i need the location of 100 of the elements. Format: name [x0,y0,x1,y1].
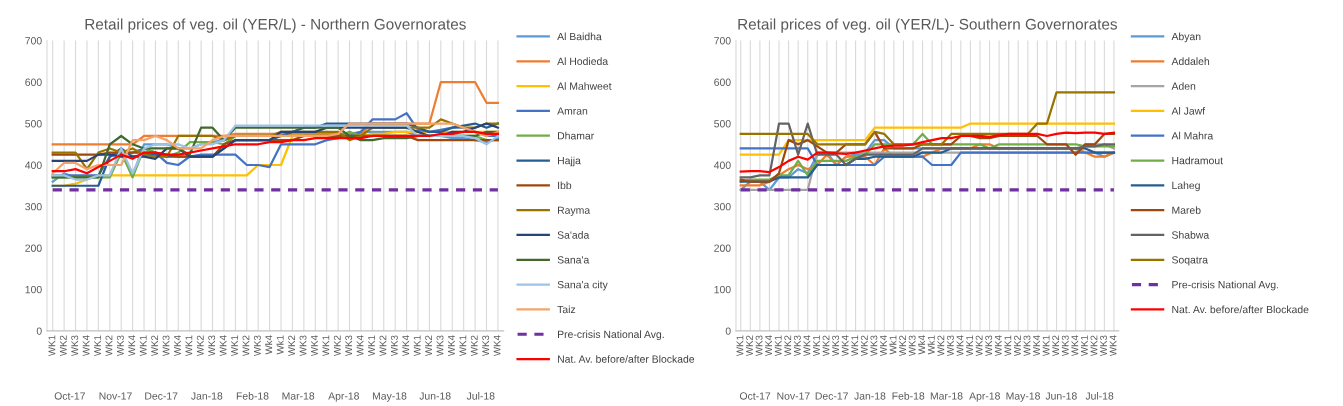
legend-label: Sana'a city [557,280,608,291]
legend-label: Pre-crisis National Avg. [558,330,664,341]
x-tick-label: WK1 [1081,335,1088,357]
legend-label: Al Mahweet [557,82,612,90]
legend-label: Al Hodieda [557,57,609,66]
x-tick-label: WK3 [908,335,916,357]
x-tick-label: WK1 [185,335,193,357]
x-tick-label: WK2 [59,335,67,357]
text: Jul-18 [1085,392,1114,400]
text: Mar-18 [282,392,315,400]
y-tick-label: 400 [25,161,42,169]
x-tick-label: WK2 [379,335,387,357]
x-tick-label: WK4 [1109,335,1117,357]
x-tick-label: WK3 [755,335,763,357]
legend-label: Taiz [557,305,576,314]
x-tick-label: WK2 [1013,335,1021,357]
legend-label: Al Mahra [1171,131,1214,140]
text: Nov-17 [777,392,810,400]
y-tick-label: 300 [714,202,731,211]
x-tick-label: WK2 [196,335,204,357]
x-tick-label: WK1 [94,335,101,357]
legend-label: Nat. Av. before/after Blockade [1172,305,1309,314]
x-tick-label: WK2 [784,335,792,357]
text: Nov-17 [99,392,132,400]
x-tick-label: WK3 [1061,335,1069,357]
x-tick-label: WK1 [459,335,467,357]
text: Jan-18 [191,392,223,400]
x-tick-label: WK3 [1100,335,1107,357]
legend-label: Addaleh [1171,57,1210,66]
x-tick-label: WK1 [231,335,238,357]
x-tick-label: Wk1 [927,335,935,355]
y-tick-label: 0 [725,327,731,335]
text: Dec-17 [145,392,178,400]
x-tick-label: WK2 [899,335,906,357]
legend-label: Al Baidha [557,32,602,41]
x-tick-label: WK4 [82,335,90,357]
x-tick-label: WK3 [985,335,993,357]
legend-label: Laheg [1172,181,1200,192]
x-tick-label: WK4 [841,335,849,357]
x-tick-label: WK3 [71,335,79,357]
x-tick-label: WK3 [116,335,124,357]
y-tick-label: 700 [714,37,731,45]
x-tick-label: WK4 [402,335,410,357]
y-tick-label: 700 [25,37,42,45]
y-tick-label: 0 [36,327,42,335]
x-tick-label: WK2 [822,335,830,357]
text: Jun-18 [419,392,451,400]
x-tick-label: WK2 [746,335,753,357]
x-tick-label: WK4 [880,335,887,357]
x-tick-label: WK1 [966,335,973,357]
x-tick-label: WK1 [774,335,782,357]
x-tick-label: WK2 [105,335,113,357]
x-tick-label: WK2 [937,335,945,357]
y-tick-label: 500 [25,120,42,128]
chart-title: Retail prices of veg. oil (YER/L)- Southern Governorates [738,18,1118,33]
x-tick-label: WK4 [1071,335,1079,357]
x-tick-label: WK4 [219,335,227,357]
x-tick-label: WK3 [208,335,216,357]
x-tick-label: WK3 [793,335,801,357]
x-tick-label: WK2 [1052,335,1060,357]
legend-label: Al Jawf [1171,107,1206,115]
x-tick-label: WK3 [436,335,444,357]
x-tick-label: WK3 [870,335,878,357]
x-tick-label: WK1 [851,335,859,357]
x-tick-label: WK3 [299,335,307,357]
legend-label: Sa'ada [557,231,590,239]
x-tick-label: WK3 [482,335,490,357]
x-tick-label: WK4 [448,335,455,357]
text: Feb-18 [236,392,269,400]
x-tick-label: WK2 [470,335,478,357]
text: Oct-17 [54,392,85,400]
y-tick-label: 600 [714,78,731,86]
x-tick-label: Wk4 [918,335,926,355]
x-tick-label: WK1 [1042,335,1050,357]
legend-label: Nat. Av. before/after Blockade [558,355,695,363]
text: May-18 [1006,392,1040,402]
x-tick-label: WK2 [288,335,295,357]
text: Jan-18 [854,392,886,400]
x-tick-label: WK3 [345,335,353,357]
x-tick-label: WK2 [425,335,432,357]
legend-label: Hadramout [1172,156,1223,165]
x-tick-label: WK4 [174,335,181,357]
y-tick-label: 600 [25,78,42,86]
x-tick-label: Wk4 [265,335,273,355]
x-tick-label: WK2 [333,335,341,357]
y-tick-label: 500 [714,120,731,128]
x-tick-label: WK4 [994,335,1002,357]
x-tick-label: WK3 [946,335,954,357]
text: May-18 [372,392,407,402]
x-tick-label: WK2 [151,335,158,357]
x-tick-label: Wk1 [889,335,897,355]
text: Jul-18 [466,392,495,400]
x-tick-label: WK3 [390,335,398,357]
legend-label: Aden [1171,82,1196,90]
legend-label: Sana'a [557,256,590,264]
x-tick-label: WK4 [803,335,811,357]
legend-label: Shabwa [1171,231,1210,239]
x-tick-label: WK1 [322,335,330,357]
x-tick-label: WK1 [813,335,820,357]
x-tick-label: WK4 [311,335,318,357]
